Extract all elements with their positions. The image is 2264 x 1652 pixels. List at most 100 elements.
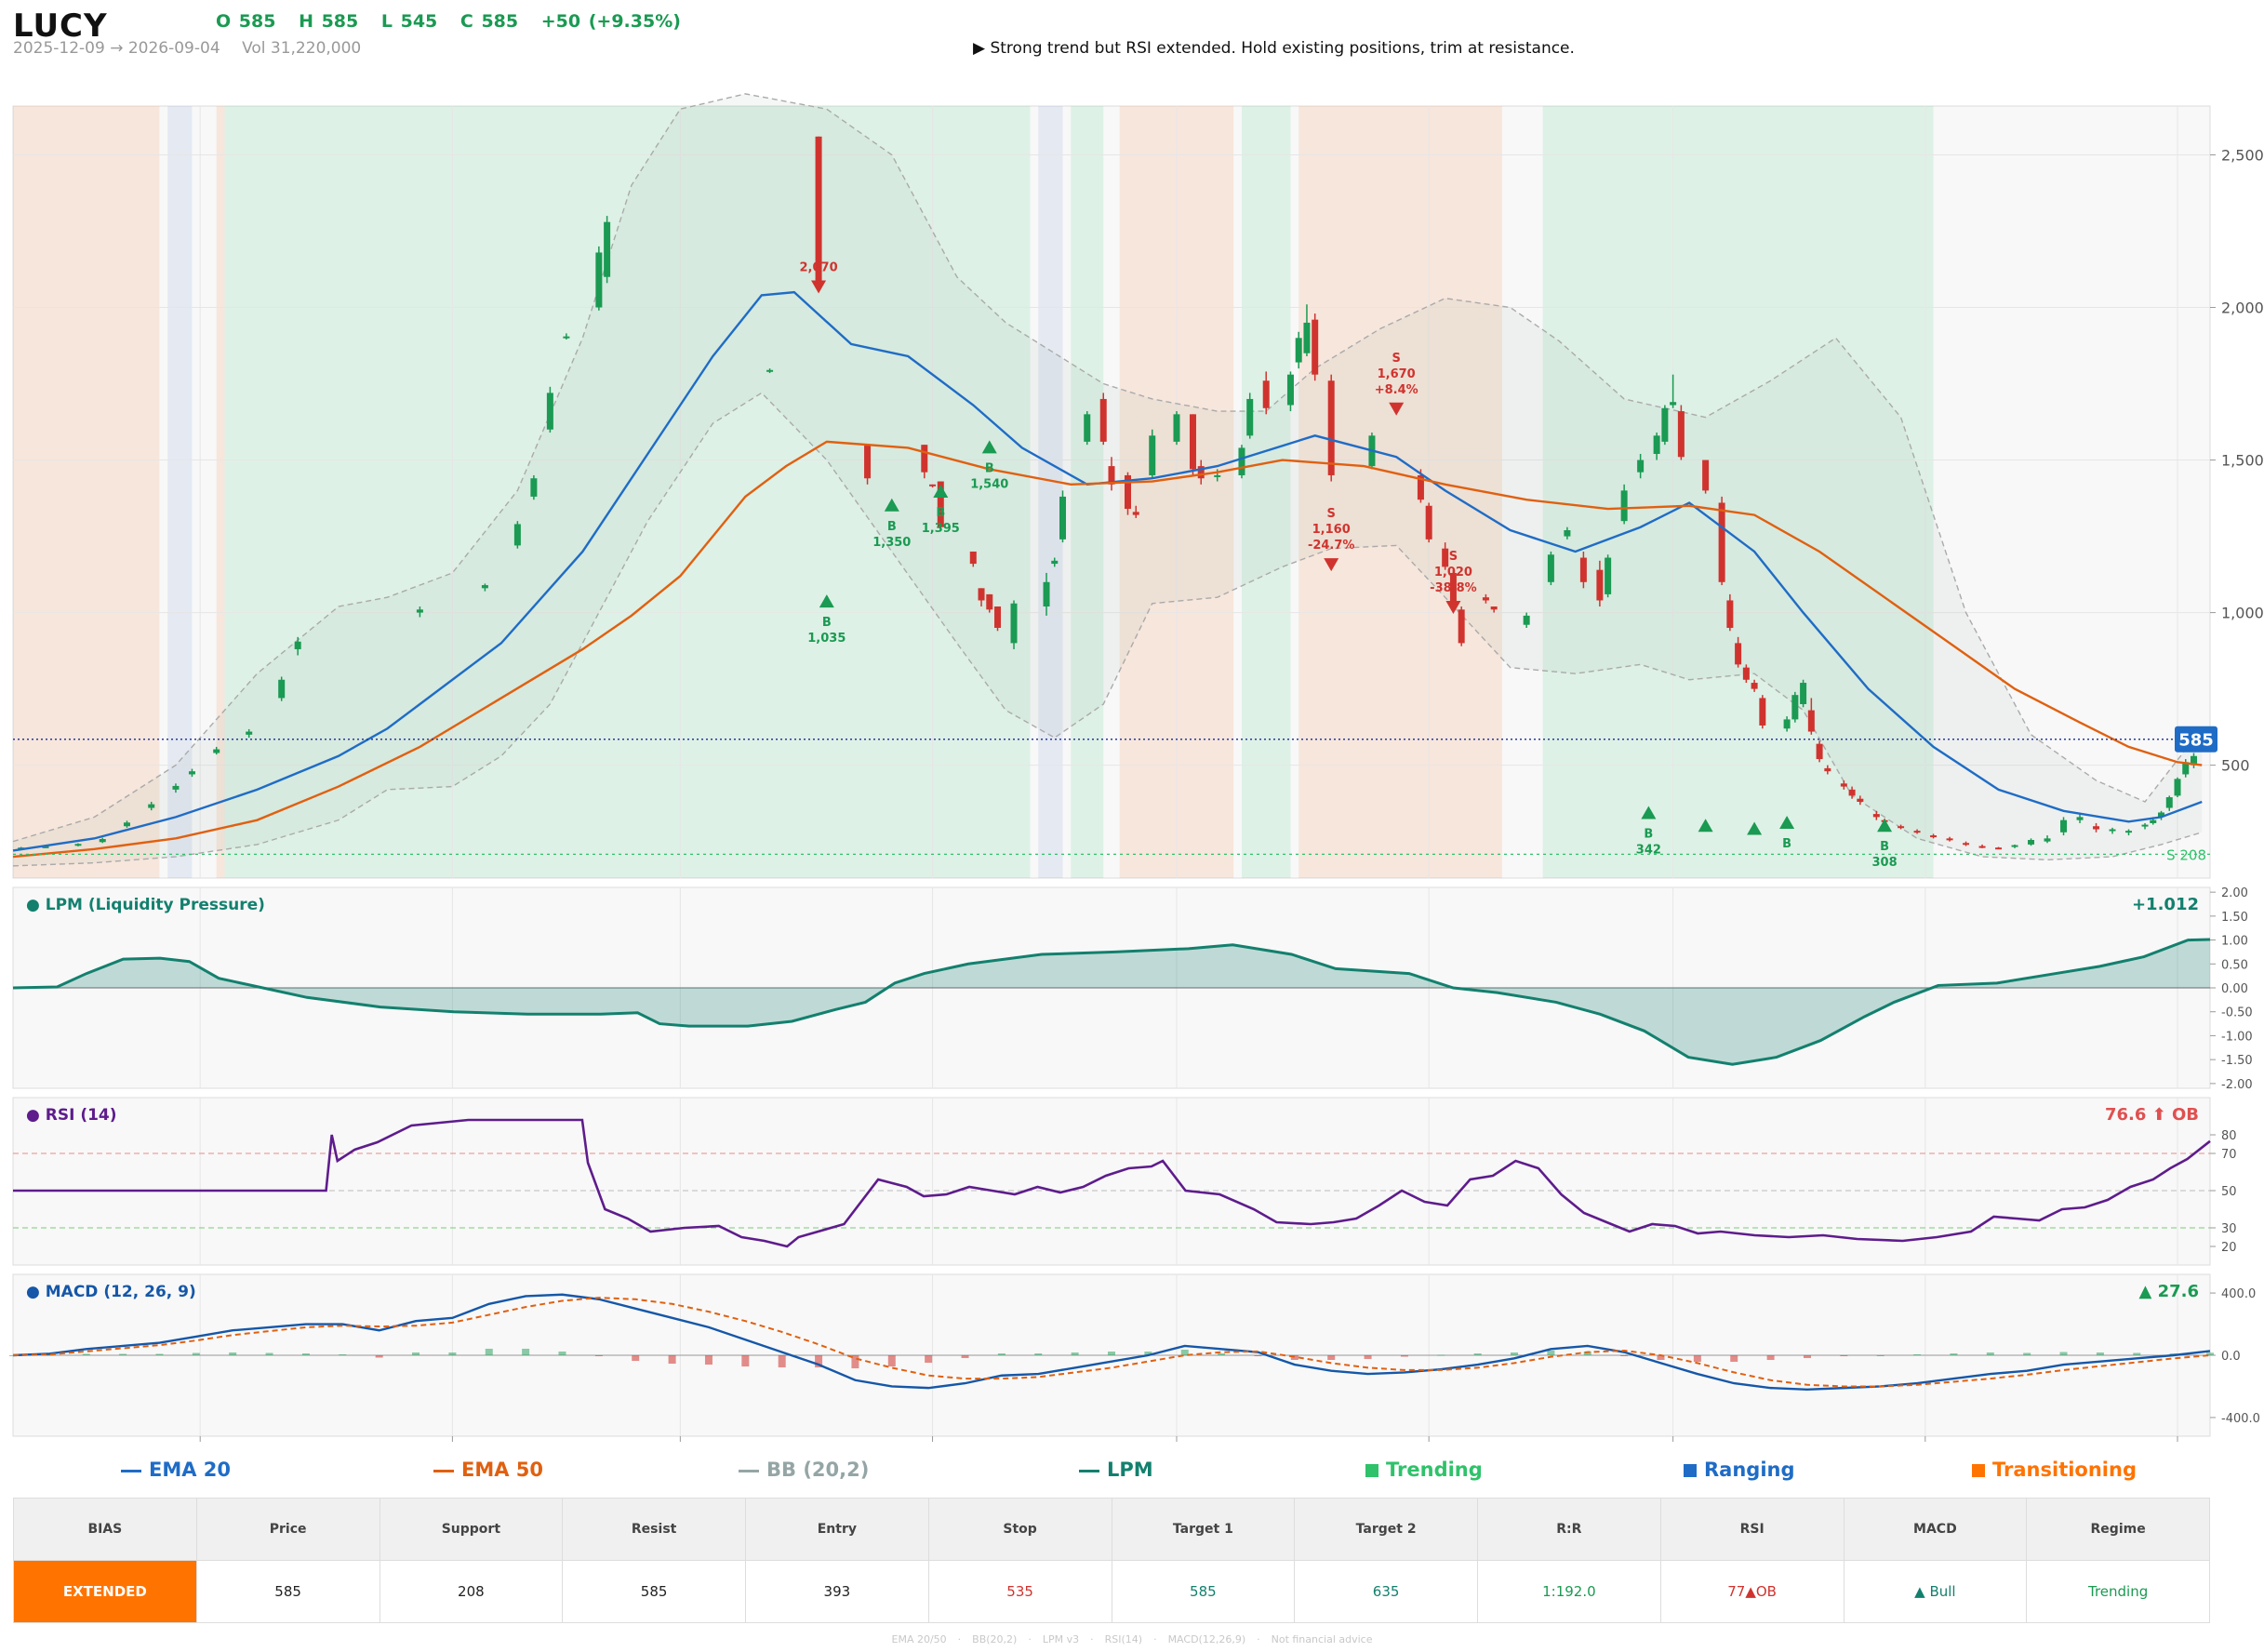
support-label: S 208	[2166, 846, 2206, 863]
trade-label: S	[1449, 550, 1458, 564]
macd-histogram-bar	[1437, 1354, 1445, 1356]
candle-body	[2150, 819, 2157, 823]
trade-label: S	[1392, 352, 1400, 366]
sell-marker-icon	[1445, 601, 1461, 615]
ranging-square-icon	[1684, 1464, 1697, 1477]
candle-body	[2109, 829, 2116, 832]
regime-band-transitioning	[1298, 106, 1502, 878]
buy-marker-icon	[884, 498, 899, 512]
candle-body	[1564, 530, 1571, 537]
table-value-cell: 77▲OB	[1659, 1560, 1844, 1623]
trade-label: 1,540	[970, 477, 1008, 491]
macd-histogram-bar	[522, 1348, 530, 1355]
macd-histogram-bar	[1473, 1352, 1482, 1355]
candle-body	[513, 524, 521, 546]
candle-body	[2165, 797, 2173, 808]
candle-body	[416, 609, 423, 613]
price-tick-label: 1,500	[2221, 452, 2264, 470]
bb-cloud	[13, 93, 2203, 866]
footer-text: RSI(14)	[1104, 1633, 1143, 1645]
macd-histogram-bar	[1254, 1355, 1262, 1356]
candle-body	[1246, 398, 1254, 436]
candle-body	[969, 551, 977, 565]
legend-label: LPM	[1107, 1459, 1153, 1481]
buy-marker-icon	[819, 594, 834, 608]
candle-body	[1978, 846, 1986, 848]
legend-label: Transitioning	[1992, 1459, 2137, 1481]
ema20-line	[12, 290, 2203, 852]
candle-body	[1791, 695, 1799, 720]
trade-label: 1,020	[1434, 566, 1472, 580]
table-header-cell: Regime	[2026, 1498, 2210, 1561]
candle-body	[1596, 569, 1604, 601]
candle-body	[1605, 557, 1612, 594]
legend-label: BB (20,2)	[766, 1459, 870, 1481]
macd-histogram-bar	[851, 1355, 859, 1369]
candle-body	[1579, 557, 1587, 582]
time-tick-label: Jun '26	[1398, 1448, 1459, 1451]
candle-body	[1189, 414, 1196, 470]
candle-body	[1059, 496, 1067, 540]
lpm-tick-label: 1.50	[2221, 911, 2248, 925]
candle-body	[1417, 474, 1424, 500]
candle-body	[1286, 374, 1294, 406]
table-value-cell: 535	[927, 1560, 1112, 1623]
macd-histogram-bar	[339, 1353, 347, 1355]
lpm-tick-label: 2.00	[2221, 886, 2248, 900]
footer-text: ·	[957, 1633, 962, 1645]
macd-line	[12, 1293, 2211, 1392]
macd-histogram-bar	[2059, 1352, 2068, 1355]
candle-body	[74, 844, 82, 846]
table-header-cell: R:R	[1477, 1498, 1661, 1561]
macd-tick-label: 400.0	[2221, 1287, 2256, 1301]
candle-body	[2158, 812, 2165, 818]
ticker-symbol: LUCY	[13, 7, 108, 45]
table-header-cell: Entry	[745, 1498, 929, 1561]
candle-body	[1816, 743, 1823, 760]
trade-label: B	[1880, 840, 1889, 854]
trade-label: -24.7%	[1308, 539, 1355, 553]
candle-body	[1490, 606, 1498, 610]
candle-body	[123, 822, 130, 827]
table-value-cell: 585	[195, 1560, 380, 1623]
table-header-cell: Resist	[562, 1498, 746, 1561]
candle-body	[986, 593, 993, 610]
footer-text: ·	[1090, 1633, 1094, 1645]
trade-label: B	[1644, 827, 1653, 841]
table-header-cell: Support	[379, 1498, 564, 1561]
candle-body	[1482, 597, 1489, 601]
macd-histogram-bar	[1766, 1355, 1775, 1361]
candle-body	[1197, 466, 1205, 479]
candle-body	[994, 606, 1002, 628]
macd-histogram-bar	[412, 1352, 420, 1355]
lpm-tick-label: -1.00	[2221, 1030, 2253, 1044]
regime-band-trending	[1071, 106, 1104, 878]
macd-histogram-bar	[82, 1353, 90, 1355]
signal-line	[12, 1297, 2211, 1388]
candle-body	[246, 731, 253, 735]
lpm-tick-label: 0.00	[2221, 982, 2248, 996]
candle-body	[1898, 826, 1905, 829]
macd-histogram-bar	[192, 1352, 200, 1355]
macd-histogram-bar	[2133, 1352, 2141, 1355]
legend-item: EMA 50	[433, 1459, 543, 1481]
rsi-tick-label: 80	[2221, 1129, 2237, 1143]
macd-histogram-bar	[2023, 1352, 2031, 1355]
candle-body	[213, 749, 220, 753]
time-tick-label: Feb '26	[420, 1448, 485, 1451]
regime-band-trending	[1542, 106, 1934, 878]
table-header-cell: Stop	[927, 1498, 1112, 1561]
macd-histogram-bar	[46, 1354, 54, 1356]
macd-histogram-bar	[741, 1355, 750, 1367]
candle-body	[1840, 783, 1847, 787]
macd-histogram-bar	[1144, 1351, 1152, 1355]
candle-body	[1214, 474, 1221, 477]
table-value-cell: ▲ Bull	[1843, 1560, 2028, 1623]
candle-body	[1653, 435, 1660, 454]
macd-histogram-bar	[668, 1355, 676, 1365]
candle-body	[595, 252, 603, 308]
macd-histogram-bar	[632, 1355, 640, 1362]
candle-body	[2182, 762, 2190, 775]
macd-tick-label: -400.0	[2221, 1412, 2260, 1426]
